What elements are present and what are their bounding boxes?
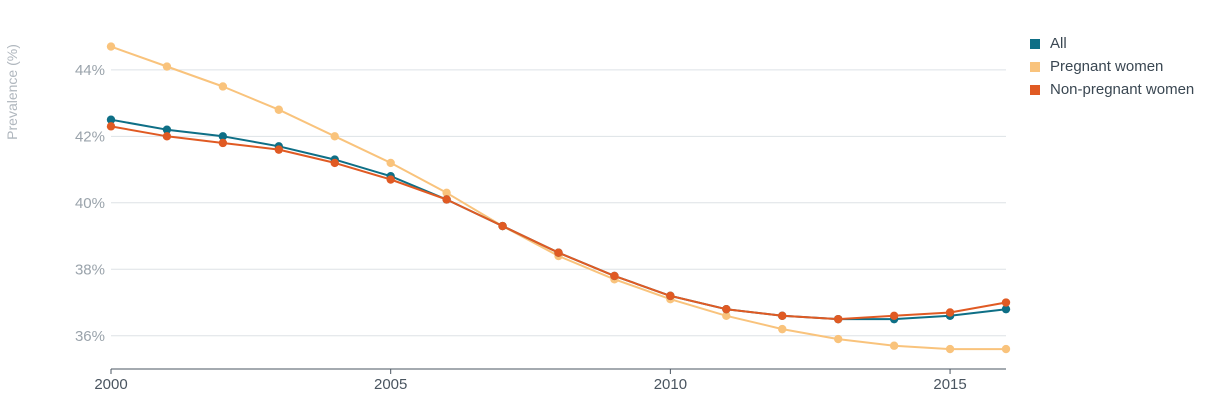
legend-label-all: All: [1050, 35, 1067, 52]
data-point-non-pregnant-women[interactable]: [106, 122, 116, 131]
y-tick-label: 40%: [75, 195, 105, 212]
x-tick-label: 2005: [374, 376, 407, 393]
data-point-pregnant-women[interactable]: [274, 105, 284, 114]
legend-label-pregnant-women: Pregnant women: [1050, 58, 1164, 75]
data-point-non-pregnant-women[interactable]: [889, 311, 899, 321]
data-point-pregnant-women[interactable]: [722, 311, 731, 321]
series-all: [106, 115, 1011, 324]
legend-swatch-non-pregnant-women: [1030, 84, 1040, 95]
data-point-pregnant-women[interactable]: [778, 324, 787, 334]
data-point-all[interactable]: [162, 125, 172, 134]
data-point-non-pregnant-women[interactable]: [442, 195, 451, 204]
series-non-pregnant-women: [106, 122, 1011, 324]
data-point-non-pregnant-women[interactable]: [554, 248, 563, 257]
data-point-non-pregnant-women[interactable]: [218, 138, 228, 148]
data-point-non-pregnant-women[interactable]: [778, 311, 787, 321]
series-line-non-pregnant-women: [110, 125, 1007, 321]
y-tick-label: 44%: [75, 62, 105, 79]
data-point-non-pregnant-women[interactable]: [722, 304, 731, 314]
data-point-all[interactable]: [1001, 304, 1011, 314]
data-point-non-pregnant-women[interactable]: [610, 271, 619, 281]
data-point-non-pregnant-women[interactable]: [162, 132, 172, 141]
data-point-pregnant-women[interactable]: [945, 344, 955, 354]
data-point-pregnant-women[interactable]: [442, 188, 451, 198]
legend: All Pregnant women Non-pregnant women: [1030, 32, 1194, 101]
data-point-non-pregnant-women[interactable]: [330, 158, 339, 168]
data-point-non-pregnant-women[interactable]: [386, 175, 395, 184]
data-point-pregnant-women[interactable]: [889, 341, 899, 350]
series-line-all: [110, 118, 1007, 321]
legend-item-non-pregnant-women[interactable]: Non-pregnant women: [1030, 78, 1194, 101]
legend-item-pregnant-women[interactable]: Pregnant women: [1030, 55, 1194, 78]
y-tick-labels: 36% 38% 40% 42% 44%: [75, 62, 105, 345]
x-tick-label: 2000: [94, 376, 127, 393]
legend-swatch-pregnant-women: [1030, 61, 1040, 72]
data-point-all[interactable]: [218, 132, 228, 141]
data-point-pregnant-women[interactable]: [833, 334, 843, 344]
data-point-non-pregnant-women[interactable]: [1001, 298, 1011, 307]
x-tick-labels: 2000 2005 2010 2015: [94, 369, 967, 393]
legend-item-all[interactable]: All: [1030, 32, 1194, 55]
data-point-non-pregnant-women[interactable]: [945, 308, 955, 317]
y-tick-label: 36%: [75, 328, 105, 345]
data-point-all[interactable]: [106, 115, 116, 124]
data-point-pregnant-women[interactable]: [1001, 344, 1011, 354]
series-pregnant-women: [106, 42, 1011, 354]
x-tick-label: 2015: [933, 376, 966, 393]
data-point-non-pregnant-women[interactable]: [274, 145, 284, 154]
data-point-non-pregnant-women[interactable]: [666, 291, 675, 301]
y-axis-label: Prevalence (%): [4, 44, 20, 140]
data-point-non-pregnant-women[interactable]: [498, 221, 507, 231]
series-layer: [106, 42, 1011, 354]
data-point-pregnant-women[interactable]: [162, 62, 172, 71]
grid-layer: [111, 69, 1006, 370]
y-tick-label: 38%: [75, 261, 105, 278]
legend-label-non-pregnant-women: Non-pregnant women: [1050, 81, 1195, 98]
series-line-pregnant-women: [110, 45, 1006, 351]
data-point-non-pregnant-women[interactable]: [833, 314, 843, 324]
x-tick-label: 2010: [654, 376, 687, 393]
legend-swatch-all: [1030, 38, 1040, 49]
data-point-pregnant-women[interactable]: [386, 158, 395, 168]
data-point-pregnant-women[interactable]: [218, 82, 228, 91]
data-point-pregnant-women[interactable]: [330, 132, 339, 141]
data-point-pregnant-women[interactable]: [106, 42, 116, 51]
y-tick-label: 42%: [75, 128, 105, 145]
